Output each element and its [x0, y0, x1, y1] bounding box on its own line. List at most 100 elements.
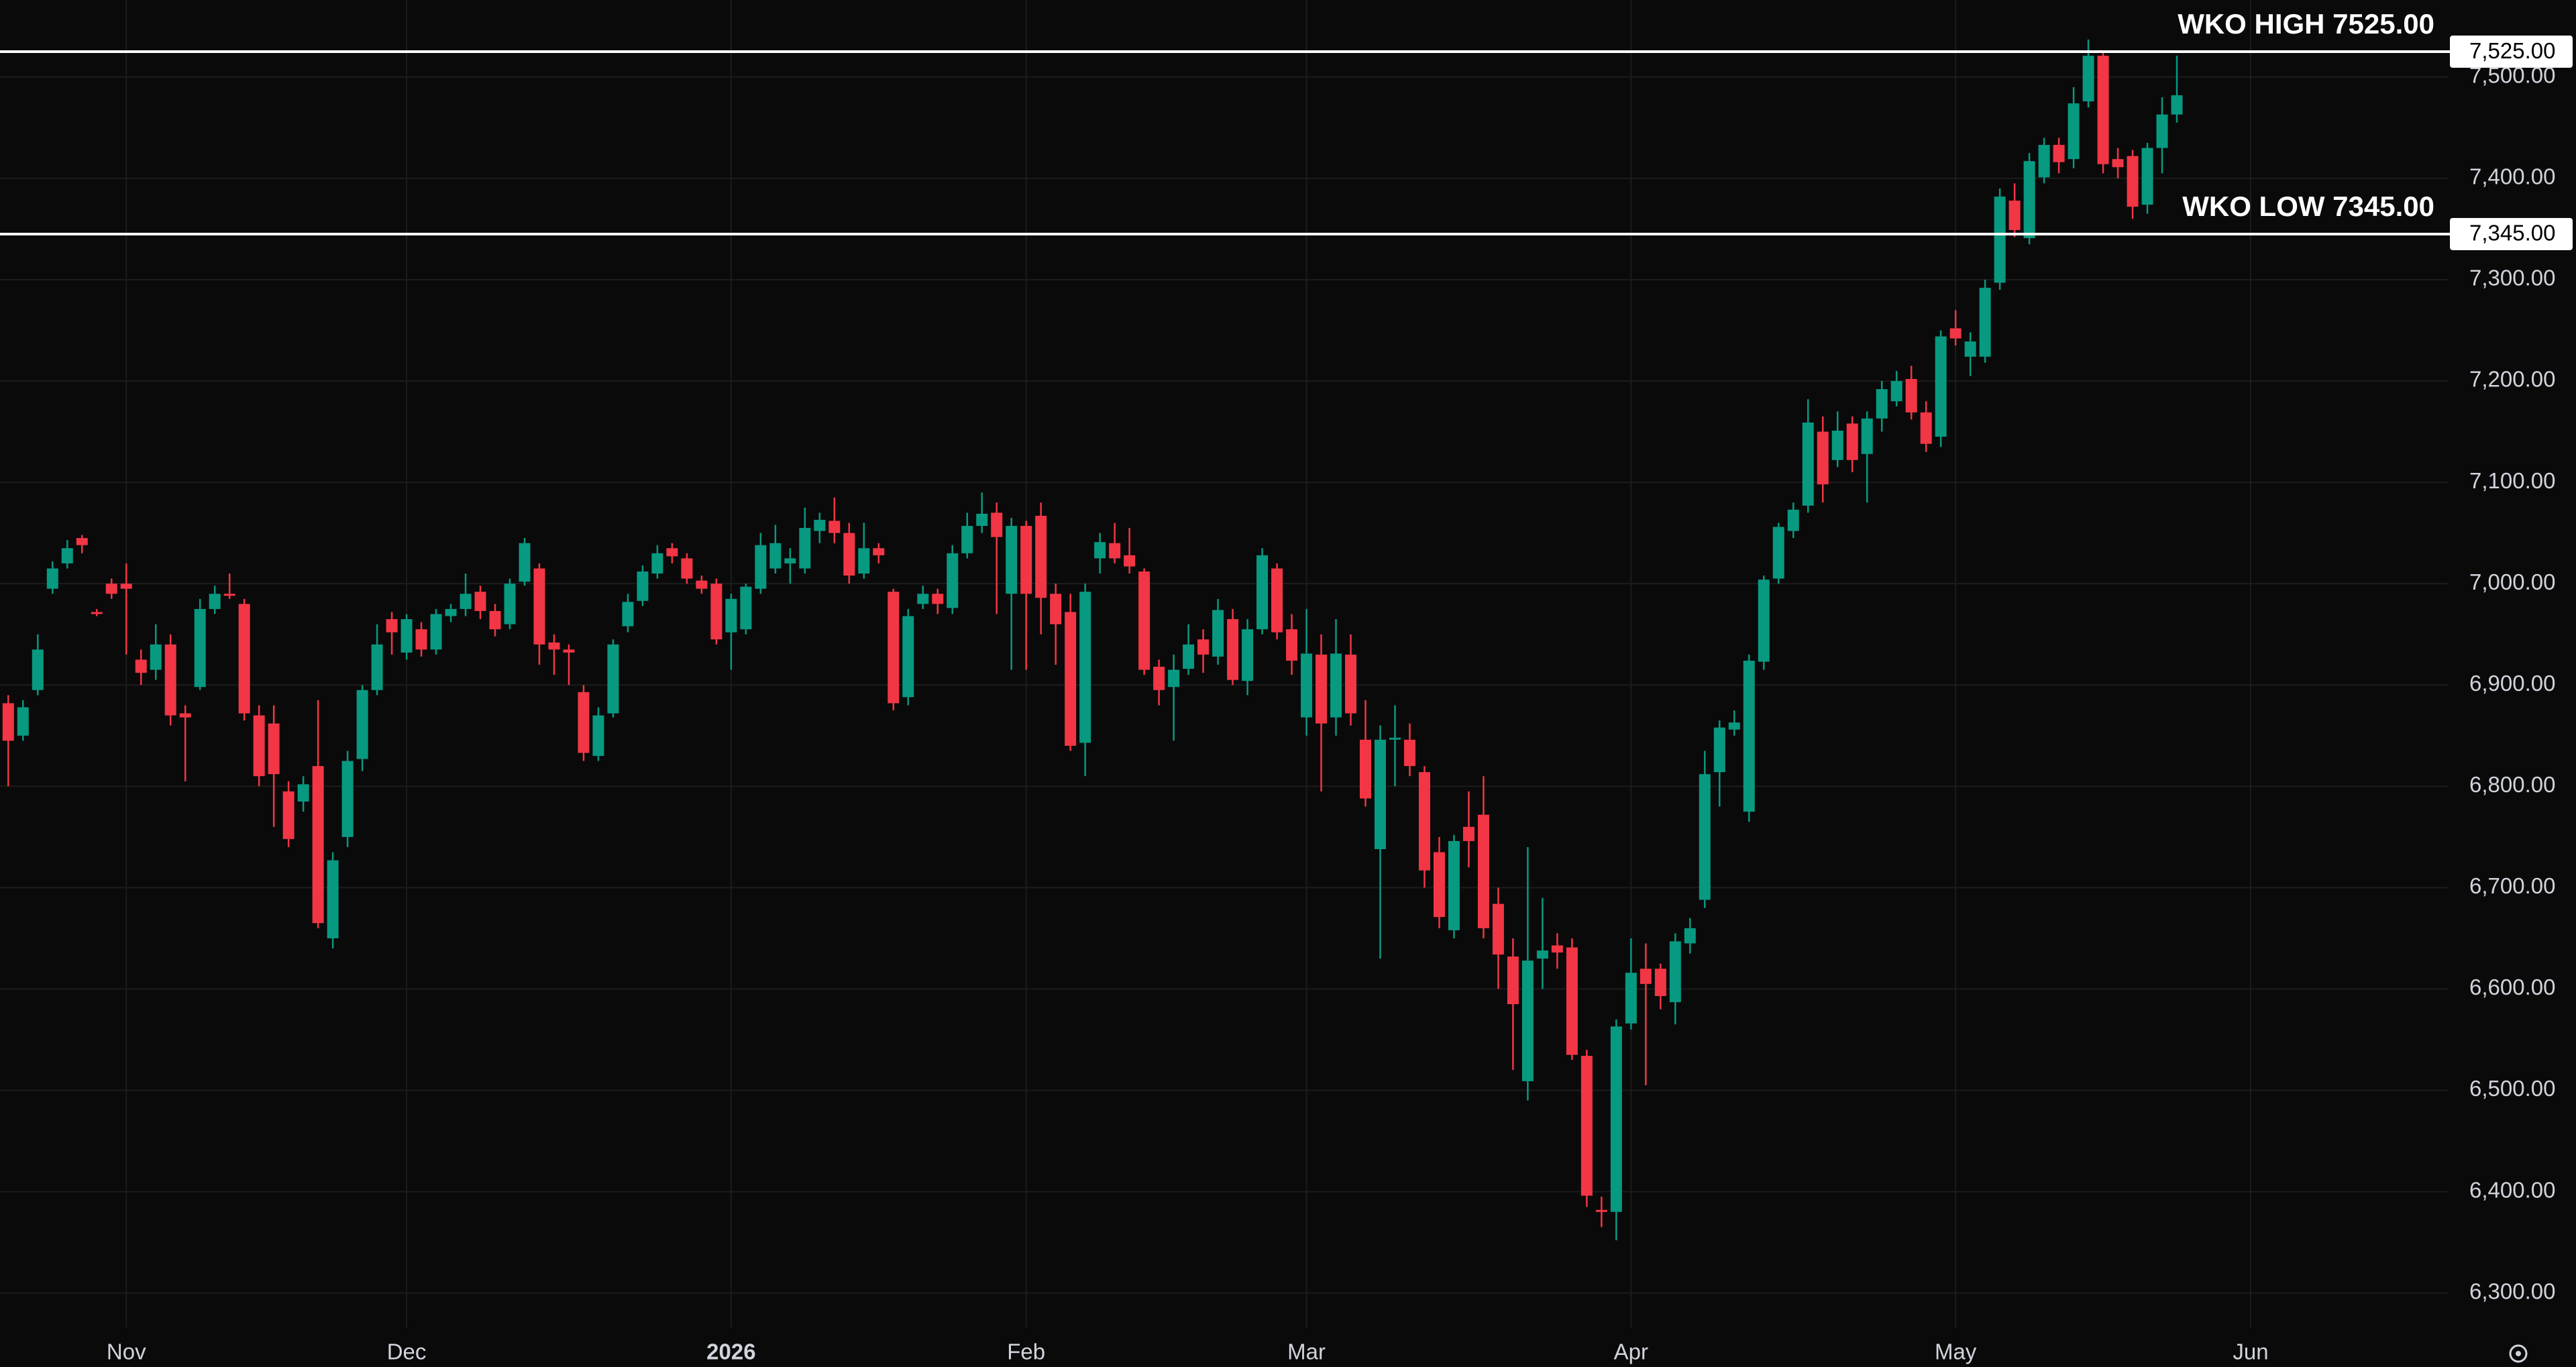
candle-body	[1551, 945, 1563, 953]
y-tick-label: 6,400.00	[2469, 1177, 2555, 1202]
level-price-label: 7,525.00	[2469, 38, 2555, 63]
candle-body	[46, 568, 58, 589]
candle-body	[504, 584, 516, 624]
candle-body	[2008, 201, 2021, 230]
candle-body	[1109, 543, 1121, 559]
candle-body	[474, 592, 486, 611]
candle-body	[489, 610, 501, 630]
candle-body	[873, 548, 885, 555]
candle-body	[460, 594, 472, 609]
candle-body	[666, 548, 678, 557]
candle-body	[563, 649, 575, 653]
y-tick-label: 6,800.00	[2469, 772, 2555, 797]
candle-body	[976, 513, 988, 527]
candle-body	[681, 558, 693, 579]
candle-body	[888, 592, 900, 704]
candle-body	[769, 543, 782, 569]
candle-body	[1507, 956, 1519, 1005]
candle-body	[371, 644, 383, 690]
candle-body	[194, 608, 206, 688]
candle-body	[1772, 527, 1784, 579]
candle-body	[828, 521, 841, 533]
candle-body	[858, 548, 870, 574]
candle-body	[1728, 722, 1740, 730]
candle-body	[1197, 639, 1210, 655]
candle-body	[1050, 594, 1062, 624]
candle-body	[17, 707, 29, 736]
candle-body	[814, 519, 826, 531]
candle-body	[91, 612, 103, 614]
candle-body	[120, 584, 132, 589]
candle-body	[578, 692, 590, 753]
candle-body	[1521, 961, 1534, 1081]
candle-body	[223, 594, 235, 596]
candle-body	[356, 690, 368, 759]
y-tick-label: 6,500.00	[2469, 1076, 2555, 1101]
candle-body	[150, 644, 162, 670]
level-price-box	[2450, 36, 2573, 68]
candle-body	[400, 619, 413, 653]
level-price-box	[2450, 217, 2573, 250]
y-tick-label: 6,700.00	[2469, 873, 2555, 898]
candle-body	[268, 723, 280, 775]
candle-body	[76, 538, 88, 545]
y-tick-label: 6,300.00	[2469, 1278, 2555, 1303]
candle-body	[1566, 947, 1578, 1055]
candle-body	[1448, 840, 1460, 930]
candle-body	[1610, 1026, 1622, 1212]
candle-body	[1876, 389, 1888, 419]
candle-body	[1242, 629, 1254, 681]
candle-body	[1168, 669, 1180, 688]
candle-body	[1079, 592, 1091, 743]
candle-body	[341, 761, 354, 837]
candle-body	[932, 594, 944, 604]
candle-body	[1713, 727, 1725, 773]
candle-body	[1389, 737, 1401, 740]
candle-body	[961, 526, 973, 553]
settings-icon[interactable]	[2509, 1344, 2528, 1363]
candle-body	[1374, 739, 1386, 849]
axes: 6,300.00 6,400.00 6,500.00 6,600.00 6,700.00…	[107, 63, 2556, 1364]
levels: WKO HIGH 7525.00 7,525.00 WKO LOW 7345.00 7…	[0, 8, 2573, 250]
candle-body	[902, 616, 914, 698]
x-tick-label: Apr	[1614, 1339, 1648, 1364]
candle-body	[1345, 654, 1357, 714]
candle-body	[445, 608, 457, 616]
candle-body	[1536, 950, 1548, 959]
candle-body	[1758, 580, 1770, 662]
candle-body	[1920, 412, 1932, 444]
candle-body	[282, 791, 294, 839]
candle-body	[2156, 114, 2168, 148]
candle-body	[991, 512, 1003, 537]
candle-body	[1743, 660, 1755, 812]
level-price-label: 7,345.00	[2469, 221, 2555, 245]
candle-body	[1256, 555, 1269, 630]
candle-body	[2053, 145, 2065, 162]
candle-body	[607, 644, 619, 714]
candle-body	[430, 614, 442, 650]
candle-body	[548, 642, 560, 650]
candle-body	[2112, 159, 2124, 168]
y-tick-label: 7,100.00	[2469, 468, 2555, 493]
candle-body	[637, 571, 649, 601]
candle-body	[947, 553, 959, 608]
candle-body	[1462, 826, 1474, 841]
candle-body	[1138, 571, 1150, 670]
candle-body	[755, 545, 767, 589]
level-annotation: WKO LOW 7345.00	[2182, 190, 2434, 222]
candle-body	[209, 594, 221, 609]
x-tick-label: Jun	[2233, 1339, 2268, 1364]
candle-body	[1301, 653, 1313, 718]
candle-body	[1418, 772, 1430, 871]
candle-body	[1316, 654, 1328, 724]
candle-body	[1817, 431, 1829, 485]
candle-body	[592, 715, 604, 756]
candle-body	[1183, 644, 1195, 669]
y-tick-label: 6,600.00	[2469, 975, 2555, 999]
candle-body	[297, 784, 309, 802]
candle-body	[238, 604, 250, 714]
candle-body	[1699, 774, 1711, 900]
candle-body	[1580, 1056, 1593, 1196]
candle-body	[519, 543, 531, 582]
